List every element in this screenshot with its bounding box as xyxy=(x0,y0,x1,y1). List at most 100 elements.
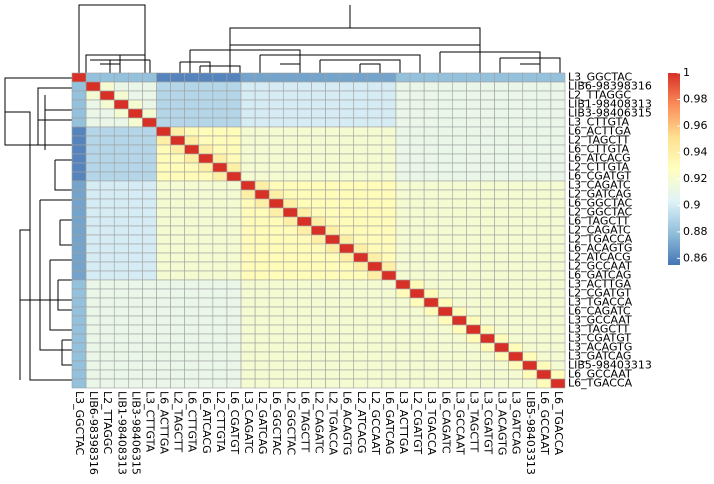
heatmap-cell xyxy=(226,351,242,362)
heatmap-cell xyxy=(297,189,312,200)
heatmap-cell xyxy=(71,234,87,245)
heatmap-cell xyxy=(198,99,214,110)
heatmap-cell xyxy=(212,198,228,209)
heatmap-cell xyxy=(466,252,481,263)
heatmap-cell xyxy=(522,351,538,362)
heatmap-cell xyxy=(325,180,340,191)
heatmap-cell xyxy=(99,162,115,173)
heatmap-cell xyxy=(508,243,524,254)
heatmap-cell xyxy=(480,252,495,263)
heatmap-cell xyxy=(339,216,355,227)
column-label: L6_ACAGTG xyxy=(341,391,354,455)
heatmap-cell xyxy=(226,243,242,254)
heatmap-cell xyxy=(494,153,509,164)
heatmap-cell xyxy=(226,216,242,227)
heatmap-cell xyxy=(536,306,552,317)
heatmap-cell xyxy=(297,207,312,218)
heatmap-cell xyxy=(522,369,538,380)
heatmap-cell xyxy=(381,198,397,209)
column-label: L6_ATCACG xyxy=(200,391,213,454)
column-label: L2_CGATGT xyxy=(411,391,424,454)
heatmap-cell xyxy=(423,99,439,110)
heatmap-cell xyxy=(536,216,552,227)
heatmap-cell xyxy=(311,198,326,209)
heatmap-cell xyxy=(198,252,214,263)
heatmap-cell xyxy=(550,207,566,218)
heatmap-cell xyxy=(184,153,200,164)
heatmap-cell xyxy=(85,117,101,128)
heatmap-cell xyxy=(395,126,411,137)
heatmap-cell xyxy=(311,351,326,362)
row-label: L2_CGATGT xyxy=(568,287,631,300)
heatmap-cell xyxy=(452,144,467,155)
column-label: L6_TAGCTT xyxy=(298,391,311,453)
heatmap-cell xyxy=(409,360,425,371)
heatmap-cell xyxy=(254,162,270,173)
heatmap-cell xyxy=(452,306,467,317)
heatmap-cell xyxy=(325,378,340,389)
heatmap-cell xyxy=(409,270,425,281)
heatmap-cell xyxy=(508,378,524,389)
heatmap-cell xyxy=(381,99,397,110)
colorbar-tick-label: 0.88 xyxy=(683,225,708,238)
heatmap-cell xyxy=(113,333,129,344)
row-label: L2_CAGATC xyxy=(568,224,631,237)
heatmap-cell xyxy=(508,81,524,92)
heatmap-cell xyxy=(381,108,397,119)
heatmap-cell xyxy=(254,225,270,236)
heatmap-cell xyxy=(409,234,425,245)
heatmap-cell xyxy=(226,279,242,290)
heatmap-cell xyxy=(85,234,101,245)
heatmap-cell xyxy=(466,108,481,119)
heatmap-cell xyxy=(508,99,524,110)
heatmap-cell xyxy=(466,243,481,254)
heatmap-cell xyxy=(113,198,129,209)
heatmap-cell xyxy=(240,369,256,380)
heatmap-cell xyxy=(113,315,129,326)
heatmap-cell xyxy=(71,351,87,362)
heatmap-cell xyxy=(113,288,129,299)
heatmap-cell xyxy=(268,108,284,119)
heatmap-cell xyxy=(325,315,340,326)
heatmap-cell xyxy=(480,270,495,281)
heatmap-cell xyxy=(268,162,284,173)
heatmap-cell xyxy=(423,234,439,245)
heatmap-cell xyxy=(353,351,369,362)
heatmap-cell xyxy=(113,108,129,119)
heatmap-cell xyxy=(494,279,509,290)
heatmap-cell xyxy=(381,135,397,146)
heatmap-cell xyxy=(254,315,270,326)
heatmap-cell xyxy=(240,270,256,281)
heatmap-cell xyxy=(522,135,538,146)
heatmap-cell xyxy=(99,72,115,83)
row-label: LIB6-98398316 xyxy=(568,80,652,93)
heatmap-cell xyxy=(480,207,495,218)
heatmap-cell xyxy=(466,342,481,353)
heatmap-cell xyxy=(437,378,453,389)
heatmap-cell xyxy=(353,360,369,371)
heatmap-cell xyxy=(395,369,411,380)
heatmap-cell xyxy=(170,180,185,191)
heatmap-cell xyxy=(367,234,383,245)
heatmap-cell xyxy=(156,369,171,380)
heatmap-cell xyxy=(282,306,298,317)
heatmap-cell xyxy=(353,117,369,128)
heatmap-cell xyxy=(226,261,242,272)
heatmap-cell xyxy=(156,162,171,173)
heatmap-cell xyxy=(367,324,383,335)
heatmap-cell xyxy=(113,153,129,164)
heatmap-cell xyxy=(128,315,143,326)
heatmap-cell xyxy=(381,234,397,245)
heatmap-cell xyxy=(480,198,495,209)
column-label: L2_CAGATC xyxy=(313,391,326,454)
heatmap-cell xyxy=(452,252,467,263)
heatmap-cell xyxy=(85,198,101,209)
heatmap-cell xyxy=(198,72,214,83)
heatmap-cell xyxy=(367,333,383,344)
colorbar-tick-label: 0.86 xyxy=(683,251,708,264)
heatmap-cell xyxy=(466,135,481,146)
heatmap-cell xyxy=(423,216,439,227)
heatmap-cell xyxy=(71,153,87,164)
heatmap-cell xyxy=(142,225,157,236)
heatmap-cell xyxy=(170,279,185,290)
